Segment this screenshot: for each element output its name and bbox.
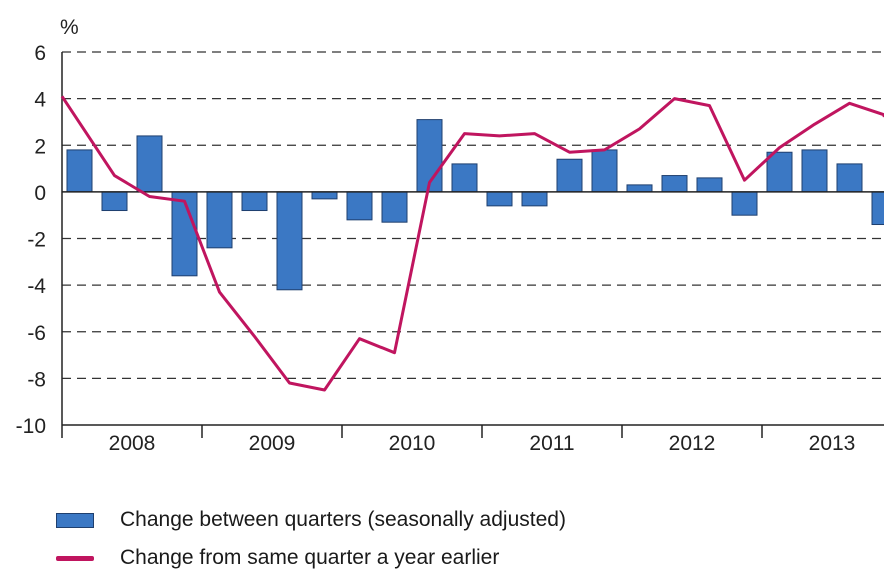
bar <box>521 191 548 207</box>
bar <box>801 149 828 193</box>
y-tick-label: 0 <box>34 182 46 205</box>
bar <box>696 177 723 193</box>
y-unit-label: % <box>60 16 79 39</box>
y-tick-label: -8 <box>27 368 46 391</box>
bar-series <box>66 119 884 291</box>
bar <box>626 184 653 193</box>
line-series <box>60 95 884 392</box>
y-tick-label: -10 <box>16 415 46 438</box>
line <box>60 95 884 392</box>
y-tick-label: -4 <box>27 275 46 298</box>
x-tick-label: 2010 <box>389 432 436 455</box>
bar <box>101 191 128 212</box>
x-tick-label: 2009 <box>249 432 296 455</box>
bar <box>661 175 688 193</box>
x-tick-label: 2013 <box>809 432 856 455</box>
bar <box>66 149 93 193</box>
legend-item-line: Change from same quarter a year earlier <box>56 546 499 570</box>
legend-bar-label: Change between quarters (seasonally adju… <box>120 508 566 531</box>
bar <box>836 163 863 193</box>
bar <box>346 191 373 221</box>
legend-bar-swatch <box>56 512 94 528</box>
bar <box>766 151 793 193</box>
bar <box>381 191 408 223</box>
bar <box>241 191 268 212</box>
chart: 6 4 2 0 -2 -4 -6 -8 -10% 2008 2009 2010 2011 2012 2013 <box>16 16 884 455</box>
bar <box>556 158 583 193</box>
y-tick-label: 6 <box>34 42 46 65</box>
bar <box>276 191 303 291</box>
y-tick-label: -2 <box>27 229 46 252</box>
bar <box>486 191 513 207</box>
bar <box>451 163 478 193</box>
legend-item-bars: Change between quarters (seasonally adju… <box>56 508 566 532</box>
x-tick-label: 2008 <box>109 432 156 455</box>
bar <box>206 191 233 249</box>
bar <box>591 149 618 193</box>
y-tick-label: 2 <box>34 135 46 158</box>
legend-line-swatch <box>56 555 94 561</box>
axis-labels: 6 4 2 0 -2 -4 -6 -8 -10% 2008 2009 2010 2011 2012 2013 <box>16 16 856 455</box>
axes <box>61 52 884 438</box>
x-tick-label: 2011 <box>529 432 574 455</box>
bar <box>731 191 758 216</box>
x-tick-label: 2012 <box>669 432 716 455</box>
bar <box>871 191 884 226</box>
y-tick-label: 4 <box>34 89 46 112</box>
legend-line-label: Change from same quarter a year earlier <box>120 546 500 569</box>
y-tick-label: -6 <box>27 322 46 345</box>
bar <box>311 191 338 200</box>
bar <box>136 135 163 193</box>
